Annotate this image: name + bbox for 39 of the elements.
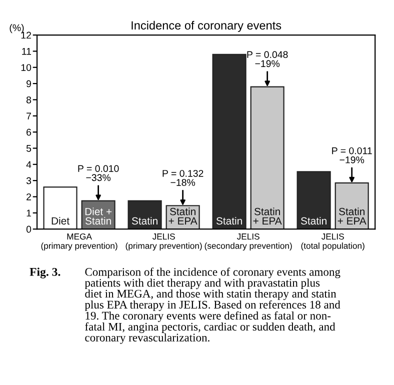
annotation: P = 0.048 −19% (247, 51, 288, 68)
y-tick-label: 2 (26, 193, 31, 200)
data-label: Statin + EPA (253, 208, 282, 224)
data-label: Diet (52, 216, 70, 225)
data-label: Statin (216, 216, 242, 225)
data-label: Statin (300, 216, 326, 225)
y-tick-label: 12 (21, 32, 31, 39)
data-label: Diet + Statin (85, 208, 112, 225)
x-tick-label: JELIS (total population) (301, 233, 364, 251)
annotation: P = 0.132 −18% (162, 170, 204, 186)
bar (296, 171, 331, 230)
y-tick-label: 5 (26, 145, 32, 152)
y-tick-label: 7 (26, 112, 31, 120)
y-tick-label: 1 (26, 210, 32, 216)
data-label: Statin (132, 216, 158, 225)
y-axis-title: (%) (10, 24, 24, 34)
data-label: Statin + EPA (168, 208, 198, 224)
chart-title: Incidence of coronary events (132, 20, 282, 32)
y-tick-label: 11 (22, 48, 32, 55)
bar (128, 200, 162, 230)
bar (250, 86, 284, 230)
y-tick-label: 0 (26, 226, 32, 233)
x-tick-label: MEGA (primary prevention) (41, 233, 118, 251)
y-tick-label: 6 (26, 128, 32, 136)
x-tick-label: JELIS (secondary prevention) (204, 233, 292, 251)
y-tick-label: 9 (26, 80, 32, 88)
data-label: Statin + EPA (338, 208, 366, 224)
y-tick-label: 3 (26, 177, 32, 184)
y-tick-label: 8 (26, 96, 32, 104)
text: Comparison of the incidence of coronary events among patients with diet therapy and with pravastatin plus diet in MEGA, and those with statin therapy and statin plus EPA therapy in JELIS. Based on references 18 and 19. The coronary events were defined as fatal or non- fatal MI, angina pectoris, cardiac or sudden death, and coronary revascularization. (84, 268, 340, 344)
bar (43, 186, 78, 230)
bar (334, 182, 369, 230)
y-tick-label: 10 (21, 64, 32, 71)
bar (212, 54, 246, 230)
x-tick-label: JELIS (primary prevention) (126, 233, 202, 251)
annotation: P = 0.011 −19% (332, 147, 372, 164)
annotation: P = 0.010 −33% (78, 165, 119, 182)
y-tick-label: 4 (26, 161, 32, 168)
caption: Fig. 3. (30, 268, 60, 278)
